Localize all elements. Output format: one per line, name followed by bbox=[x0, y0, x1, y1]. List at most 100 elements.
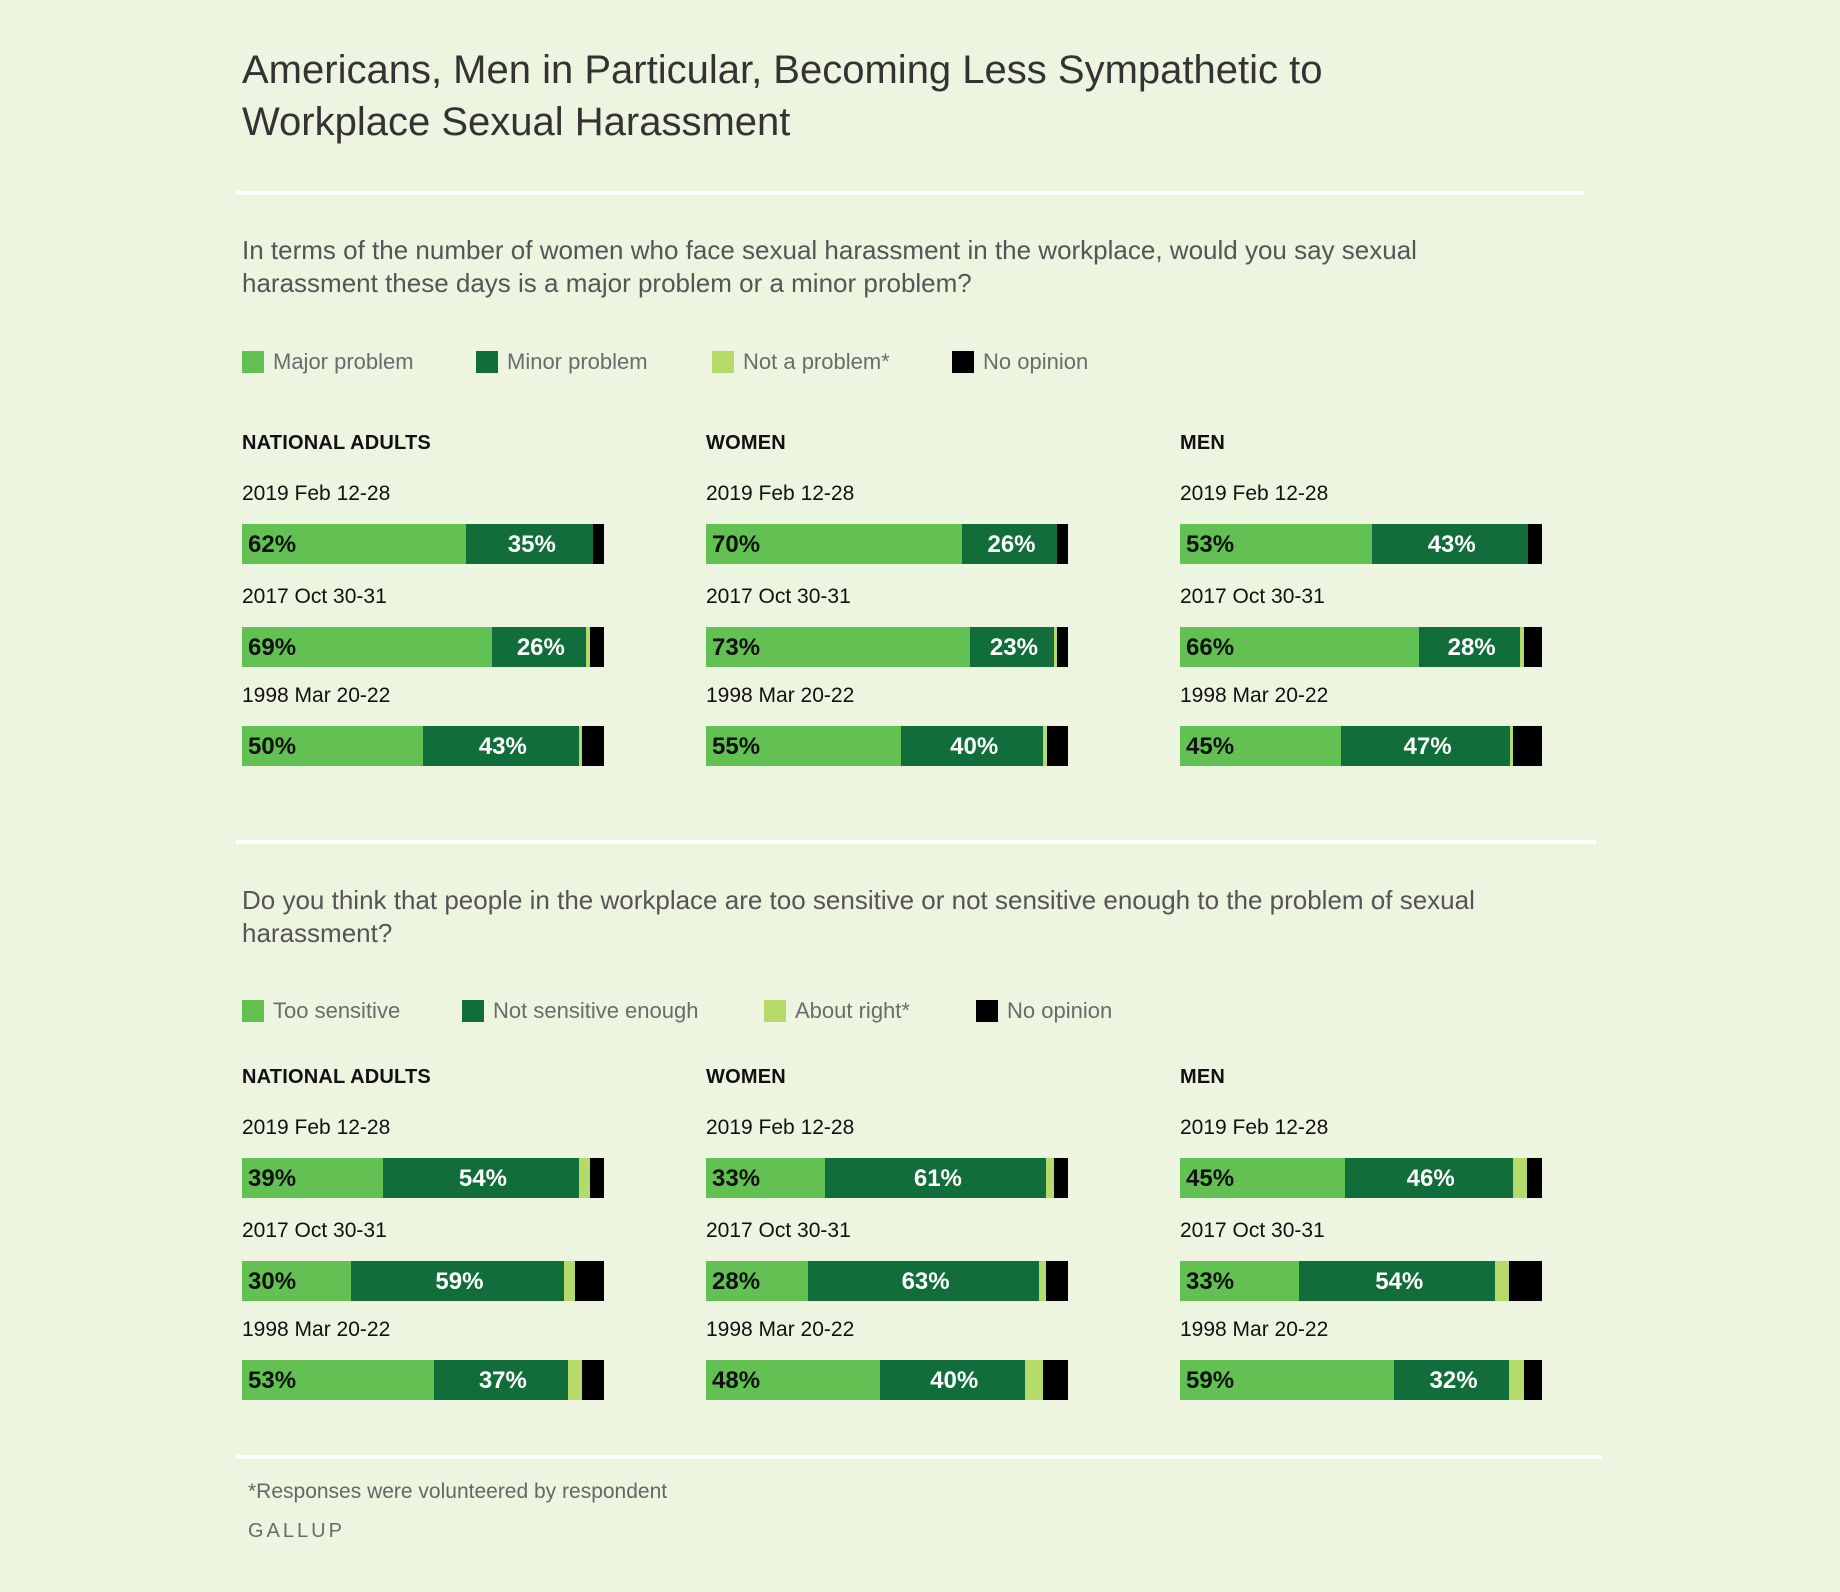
stacked-bar: 50% 43% bbox=[242, 726, 604, 766]
row-label: 1998 Mar 20-22 bbox=[242, 1318, 390, 1342]
legend-item: Minor problem bbox=[476, 349, 648, 375]
bar-segment bbox=[1495, 1261, 1509, 1301]
panel-women: WOMEN 2019 Feb 12-28 70% 26% 2017 Oct 30-31 7… bbox=[706, 432, 1070, 752]
bar-segment bbox=[1046, 1261, 1068, 1301]
legend-label: Not sensitive enough bbox=[493, 998, 698, 1024]
data-label: 46% bbox=[1407, 1158, 1455, 1198]
panel-title: NATIONAL ADULTS bbox=[242, 432, 431, 455]
data-label: 69% bbox=[248, 627, 296, 667]
footnote: *Responses were volunteered by responden… bbox=[248, 1480, 667, 1504]
bar-segment bbox=[1043, 1360, 1068, 1400]
bar-segment bbox=[590, 627, 604, 667]
data-label: 23% bbox=[990, 627, 1038, 667]
bar-segment bbox=[1054, 1158, 1068, 1198]
data-label: 37% bbox=[479, 1360, 527, 1400]
legend-label: About right* bbox=[795, 998, 910, 1024]
data-label: 32% bbox=[1430, 1360, 1478, 1400]
stacked-bar: 48% 40% bbox=[706, 1360, 1068, 1400]
legend-item: About right* bbox=[764, 998, 910, 1024]
legend-label: Too sensitive bbox=[273, 998, 400, 1024]
stacked-bar: 59% 32% bbox=[1180, 1360, 1542, 1400]
data-label: 50% bbox=[248, 726, 296, 766]
bar-segment bbox=[1509, 1360, 1523, 1400]
bar-segment bbox=[1524, 627, 1542, 667]
row-label: 1998 Mar 20-22 bbox=[1180, 1318, 1328, 1342]
question-1: In terms of the number of women who face… bbox=[242, 234, 1522, 300]
legend-1: Major problem Minor problem Not a proble… bbox=[242, 349, 1442, 375]
bar-segment bbox=[582, 726, 604, 766]
data-label: 26% bbox=[987, 524, 1035, 564]
row-label: 2017 Oct 30-31 bbox=[1180, 585, 1325, 609]
bar-segment bbox=[1513, 1158, 1528, 1198]
bar-segment bbox=[1528, 524, 1542, 564]
row-label: 2017 Oct 30-31 bbox=[706, 1219, 851, 1243]
data-label: 28% bbox=[1448, 627, 1496, 667]
data-label: 59% bbox=[435, 1261, 483, 1301]
panel-title: MEN bbox=[1180, 1066, 1225, 1089]
data-label: 55% bbox=[712, 726, 760, 766]
legend-swatch bbox=[242, 1000, 264, 1022]
data-label: 63% bbox=[902, 1261, 950, 1301]
stacked-bar: 73% 23% bbox=[706, 627, 1068, 667]
data-label: 28% bbox=[712, 1261, 760, 1301]
bar-segment bbox=[568, 1360, 582, 1400]
stacked-bar: 45% 46% bbox=[1180, 1158, 1542, 1198]
legend-swatch bbox=[712, 351, 734, 373]
data-label: 61% bbox=[914, 1158, 962, 1198]
divider-middle bbox=[236, 840, 1596, 844]
panel-women: WOMEN 2019 Feb 12-28 33% 61% 2017 Oct 30-31 2… bbox=[706, 1066, 1070, 1386]
data-label: 53% bbox=[1186, 524, 1234, 564]
bar-segment bbox=[593, 524, 604, 564]
row-label: 2019 Feb 12-28 bbox=[706, 482, 854, 506]
row-label: 2017 Oct 30-31 bbox=[1180, 1219, 1325, 1243]
bar-segment bbox=[1057, 524, 1068, 564]
data-label: 33% bbox=[1186, 1261, 1234, 1301]
bar-segment bbox=[582, 1360, 604, 1400]
row-label: 2019 Feb 12-28 bbox=[242, 482, 390, 506]
data-label: 35% bbox=[508, 524, 556, 564]
data-label: 62% bbox=[248, 524, 296, 564]
panel-men: MEN 2019 Feb 12-28 45% 46% 2017 Oct 30-31 33%… bbox=[1180, 1066, 1544, 1386]
legend-item: No opinion bbox=[976, 998, 1112, 1024]
bar-segment bbox=[1527, 1158, 1542, 1198]
data-label: 33% bbox=[712, 1158, 760, 1198]
stacked-bar: 39% 54% bbox=[242, 1158, 604, 1198]
legend-label: No opinion bbox=[1007, 998, 1112, 1024]
legend-item: Too sensitive bbox=[242, 998, 400, 1024]
data-label: 73% bbox=[712, 627, 760, 667]
bar-segment bbox=[575, 1261, 604, 1301]
bar-segment bbox=[1025, 1360, 1043, 1400]
data-label: 54% bbox=[1375, 1261, 1423, 1301]
legend-item: Not a problem* bbox=[712, 349, 890, 375]
row-label: 2019 Feb 12-28 bbox=[706, 1116, 854, 1140]
brand-logo: GALLUP bbox=[248, 1520, 345, 1543]
row-label: 1998 Mar 20-22 bbox=[1180, 684, 1328, 708]
stacked-bar: 28% 63% bbox=[706, 1261, 1068, 1301]
legend-item: Not sensitive enough bbox=[462, 998, 698, 1024]
row-label: 2019 Feb 12-28 bbox=[1180, 482, 1328, 506]
data-label: 45% bbox=[1186, 1158, 1234, 1198]
stacked-bar: 70% 26% bbox=[706, 524, 1068, 564]
bar-segment bbox=[579, 1158, 590, 1198]
panel-title: WOMEN bbox=[706, 432, 786, 455]
legend-label: No opinion bbox=[983, 349, 1088, 375]
bar-segment bbox=[1039, 1261, 1046, 1301]
bar-segment bbox=[590, 1158, 604, 1198]
legend-swatch bbox=[476, 351, 498, 373]
panel-title: WOMEN bbox=[706, 1066, 786, 1089]
legend-swatch bbox=[462, 1000, 484, 1022]
data-label: 30% bbox=[248, 1261, 296, 1301]
data-label: 40% bbox=[950, 726, 998, 766]
stacked-bar: 30% 59% bbox=[242, 1261, 604, 1301]
row-label: 1998 Mar 20-22 bbox=[706, 1318, 854, 1342]
data-label: 54% bbox=[459, 1158, 507, 1198]
data-label: 40% bbox=[930, 1360, 978, 1400]
legend-label: Major problem bbox=[273, 349, 414, 375]
stacked-bar: 33% 54% bbox=[1180, 1261, 1542, 1301]
bar-segment bbox=[1513, 726, 1542, 766]
data-label: 48% bbox=[712, 1360, 760, 1400]
row-label: 2019 Feb 12-28 bbox=[242, 1116, 390, 1140]
panel-title: NATIONAL ADULTS bbox=[242, 1066, 431, 1089]
panel-national-adults: NATIONAL ADULTS 2019 Feb 12-28 39% 54% 2017 … bbox=[242, 1066, 606, 1386]
legend-item: Major problem bbox=[242, 349, 414, 375]
